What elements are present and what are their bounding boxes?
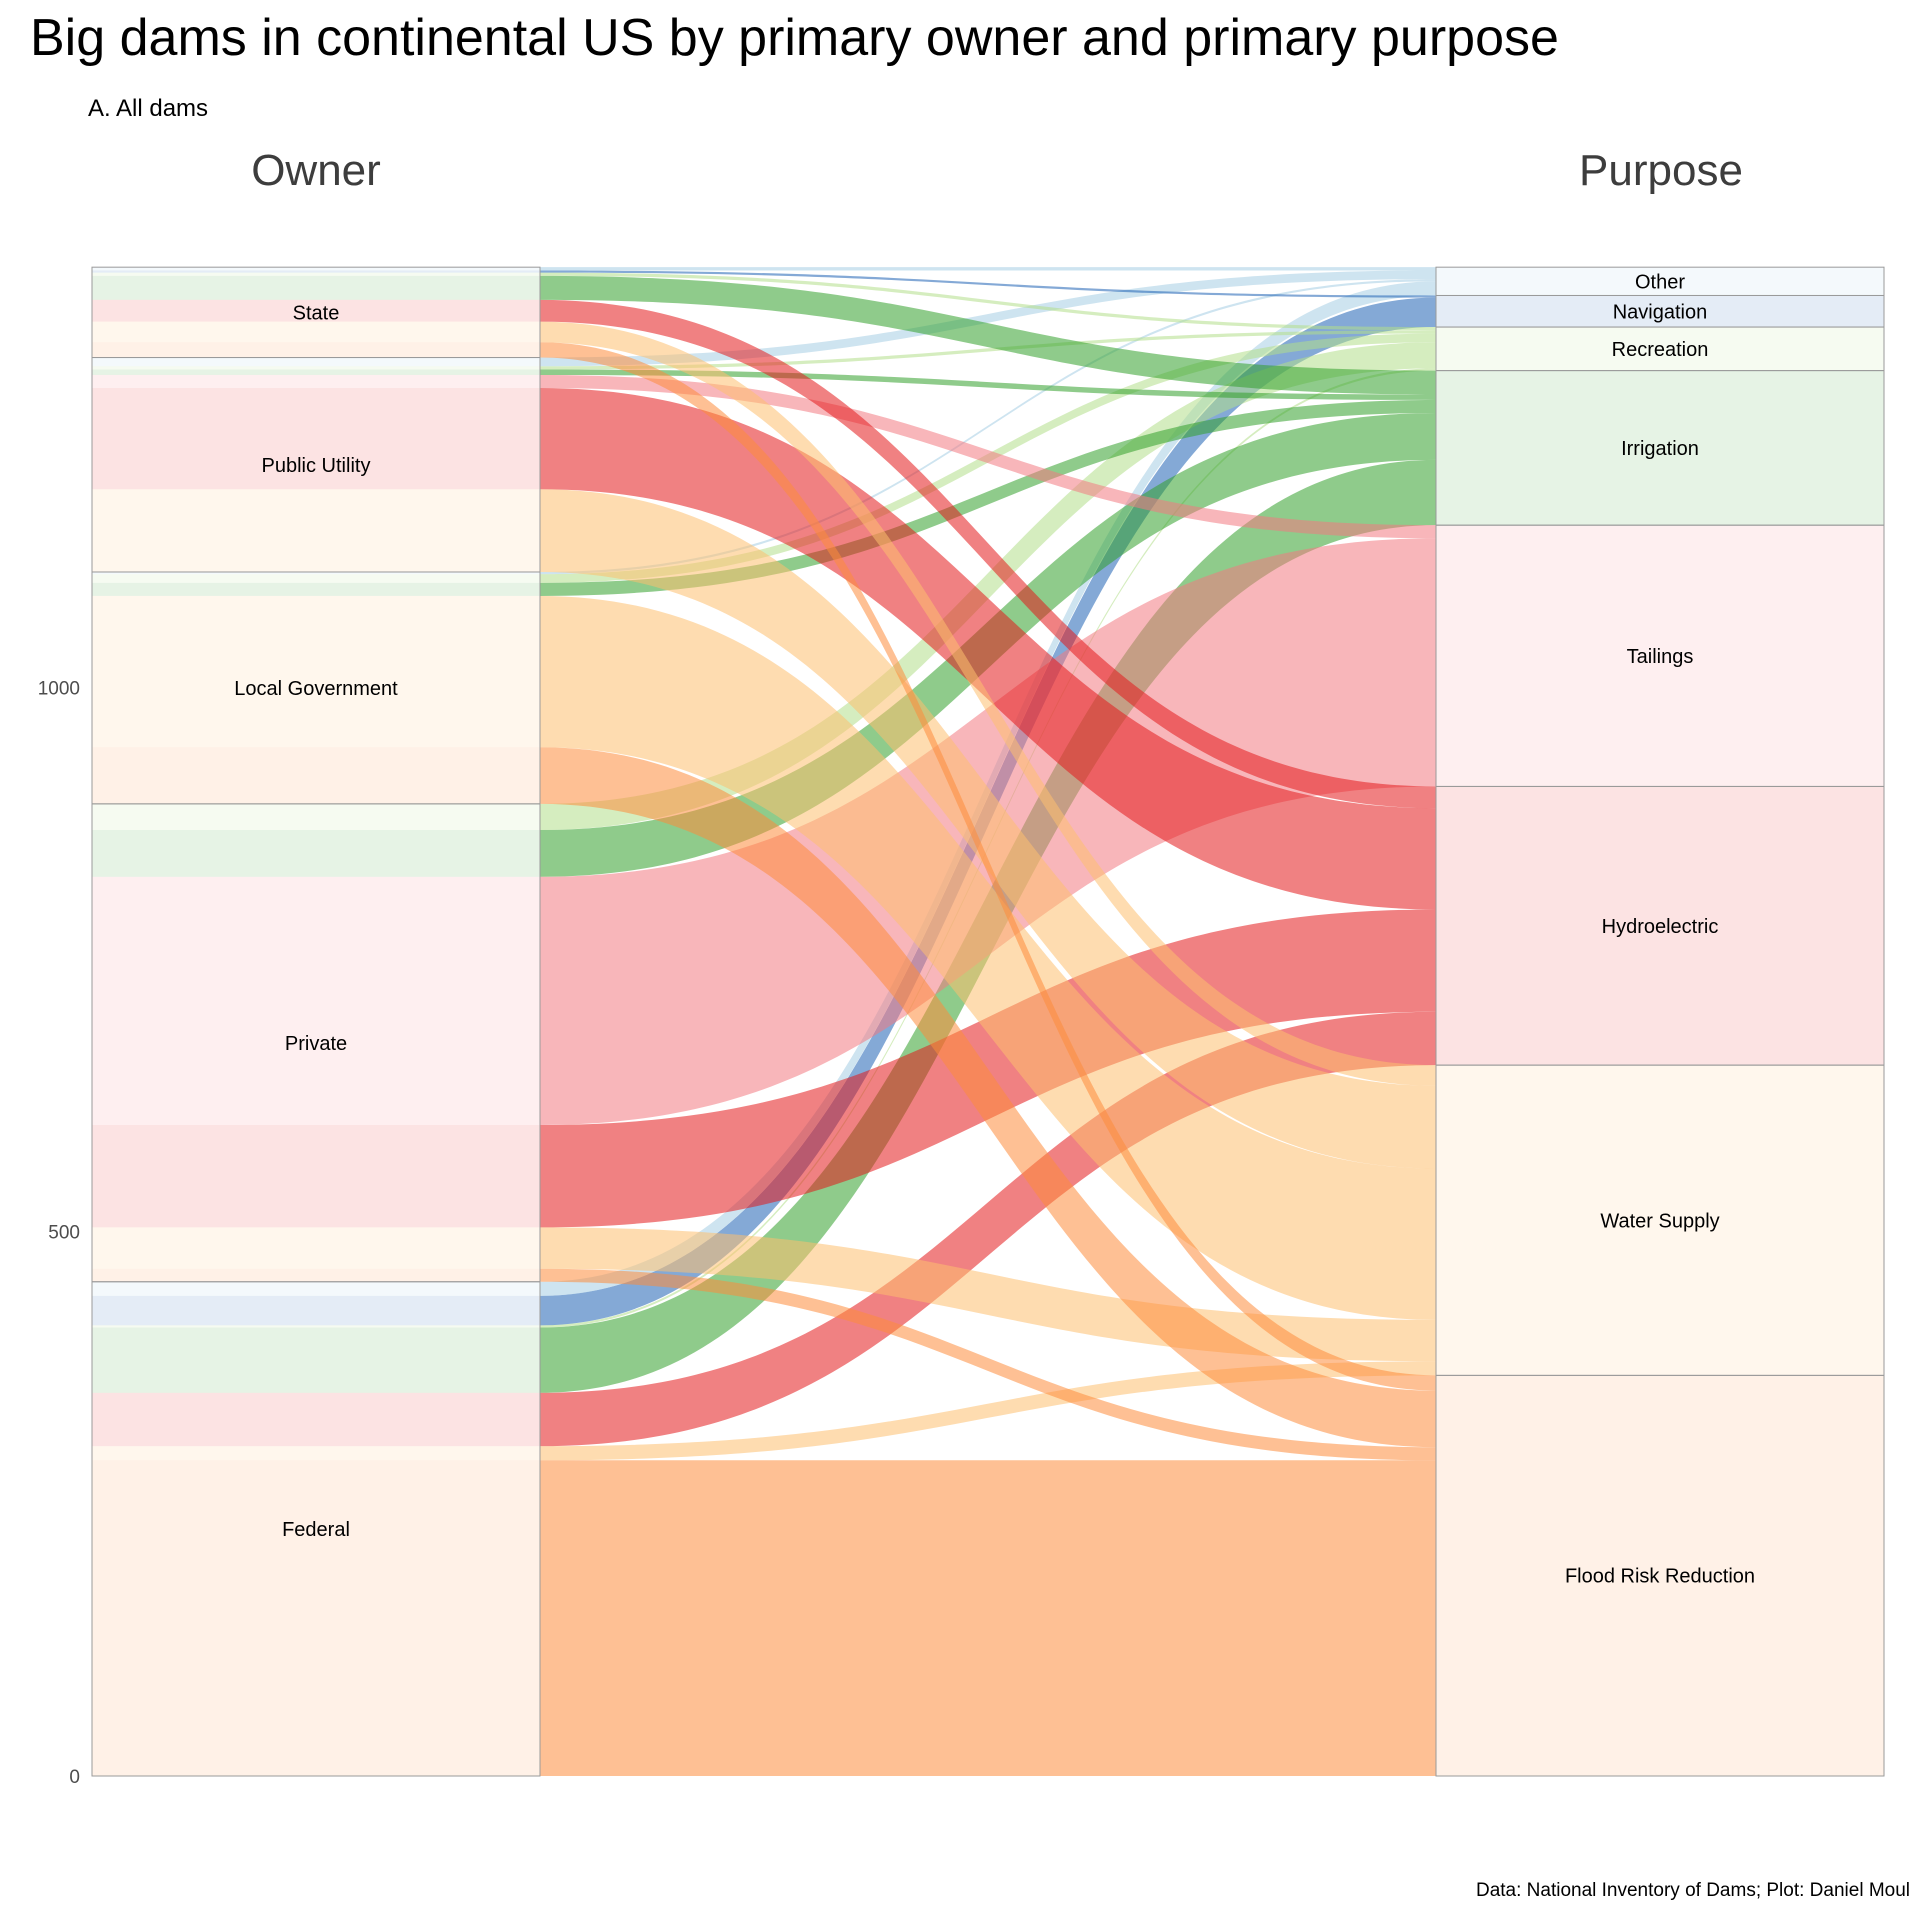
purpose-block-tailings xyxy=(1436,525,1884,787)
purpose-block-irrigation xyxy=(1436,370,1884,526)
owner-segment-state-other xyxy=(92,267,540,271)
owner-segment-public-utility-irrigation xyxy=(92,369,540,375)
purpose-label-irrigation: Irrigation xyxy=(1621,438,1699,460)
owner-segment-local-government-other xyxy=(92,571,540,575)
owner-segment-federal-navigation xyxy=(92,1295,540,1326)
purpose-block-water-supply xyxy=(1436,1065,1884,1376)
owner-segment-state-recreation xyxy=(92,272,540,276)
y-tick-label: 1000 xyxy=(38,678,80,699)
owner-segment-state-flood-risk-reduction xyxy=(92,342,540,358)
purpose-label-other: Other xyxy=(1635,271,1685,293)
owner-segment-private-water-supply xyxy=(92,1227,540,1269)
flow-state-navigation xyxy=(540,270,1436,298)
purpose-block-border-other xyxy=(1435,266,1885,296)
owner-segment-private-hydroelectric xyxy=(92,1125,540,1228)
owner-axis-heading: Owner xyxy=(251,146,381,195)
owner-segment-federal-hydroelectric xyxy=(92,1392,540,1447)
owner-label-public-utility: Public Utility xyxy=(262,455,371,477)
flow-federal-water-supply xyxy=(540,1361,1436,1461)
chart-caption: Data: National Inventory of Dams; Plot: … xyxy=(1475,1880,1910,1901)
flows xyxy=(540,267,1436,1776)
owner-segment-private-irrigation xyxy=(92,829,540,877)
purpose-label-hydroelectric: Hydroelectric xyxy=(1602,916,1719,938)
owner-segment-public-utility-recreation xyxy=(92,366,540,370)
owner-segment-local-government-recreation xyxy=(92,574,540,583)
flow-local-government-water-supply xyxy=(540,595,1436,1320)
flow-public-utility-irrigation xyxy=(540,369,1436,400)
purpose-block-other xyxy=(1436,267,1884,296)
flow-local-government-irrigation xyxy=(540,399,1436,596)
owner-segment-state-water-supply xyxy=(92,321,540,343)
flow-public-utility-water-supply xyxy=(540,489,1436,1169)
purpose-stratum xyxy=(1436,267,1884,1776)
purpose-label-water-supply: Water Supply xyxy=(1600,1210,1719,1232)
owner-label-state: State xyxy=(293,302,340,324)
owner-segment-state-hydroelectric xyxy=(92,299,540,322)
owner-segment-local-government-flood-risk-reduction xyxy=(92,747,540,804)
purpose-block-navigation xyxy=(1436,295,1884,328)
purpose-block-recreation xyxy=(1436,327,1884,371)
owner-label-private: Private xyxy=(285,1033,347,1055)
owner-label-federal: Federal xyxy=(282,1519,350,1541)
flow-state-flood-risk-reduction xyxy=(540,342,1436,1391)
flow-local-government-flood-risk-reduction xyxy=(540,747,1436,1448)
owner-stratum xyxy=(92,267,540,1776)
flow-public-utility-hydroelectric xyxy=(540,388,1436,910)
owner-block-state xyxy=(91,266,541,359)
owner-segment-federal-recreation xyxy=(92,1325,540,1328)
y-tick-label: 500 xyxy=(48,1223,80,1244)
owner-segment-public-utility-water-supply xyxy=(92,489,540,572)
owner-segment-federal-water-supply xyxy=(92,1446,540,1461)
owner-segment-local-government-water-supply xyxy=(92,595,540,748)
chart-title: Big dams in continental US by primary ow… xyxy=(30,9,1559,67)
owner-segment-public-utility-tailings xyxy=(92,374,540,389)
purpose-axis-heading: Purpose xyxy=(1579,146,1743,195)
purpose-label-tailings: Tailings xyxy=(1627,646,1694,668)
flow-state-other xyxy=(540,267,1436,271)
flow-federal-flood-risk-reduction xyxy=(540,1460,1436,1776)
y-tick-label: 0 xyxy=(69,1767,80,1788)
flow-public-utility-tailings xyxy=(540,374,1436,539)
owner-segment-state-irrigation xyxy=(92,275,540,300)
owner-segment-state-navigation xyxy=(92,270,540,273)
owner-segment-federal-other xyxy=(92,1281,540,1296)
flow-state-recreation xyxy=(540,272,1436,331)
flow-federal-hydroelectric xyxy=(540,1011,1436,1447)
owner-segment-federal-flood-risk-reduction xyxy=(92,1460,540,1776)
flow-state-hydroelectric xyxy=(540,299,1436,809)
owner-segment-federal-irrigation xyxy=(92,1327,540,1393)
flow-state-water-supply xyxy=(540,321,1436,1086)
flow-private-recreation xyxy=(540,342,1436,830)
purpose-block-flood-risk-reduction xyxy=(1436,1375,1884,1776)
flow-local-government-other xyxy=(540,279,1436,575)
owner-segment-public-utility-hydroelectric xyxy=(92,388,540,490)
y-axis: 0 500 1000 xyxy=(38,678,80,1788)
flow-state-irrigation xyxy=(540,275,1436,395)
purpose-label-recreation: Recreation xyxy=(1612,339,1709,361)
purpose-label-navigation: Navigation xyxy=(1613,301,1708,323)
flow-private-flood-risk-reduction xyxy=(540,1268,1436,1461)
owner-segment-private-recreation xyxy=(92,803,540,830)
owner-segment-private-flood-risk-reduction xyxy=(92,1268,540,1282)
owner-segment-local-government-irrigation xyxy=(92,582,540,596)
purpose-block-hydroelectric xyxy=(1436,786,1884,1066)
owner-label-local-government: Local Government xyxy=(234,678,398,700)
purpose-label-flood-risk-reduction: Flood Risk Reduction xyxy=(1565,1566,1755,1588)
flow-public-utility-other xyxy=(540,270,1436,367)
flow-public-utility-recreation xyxy=(540,330,1436,370)
owner-segment-public-utility-other xyxy=(92,357,540,367)
owner-segment-private-tailings xyxy=(92,876,540,1126)
chart-subtitle: A. All dams xyxy=(88,95,209,122)
